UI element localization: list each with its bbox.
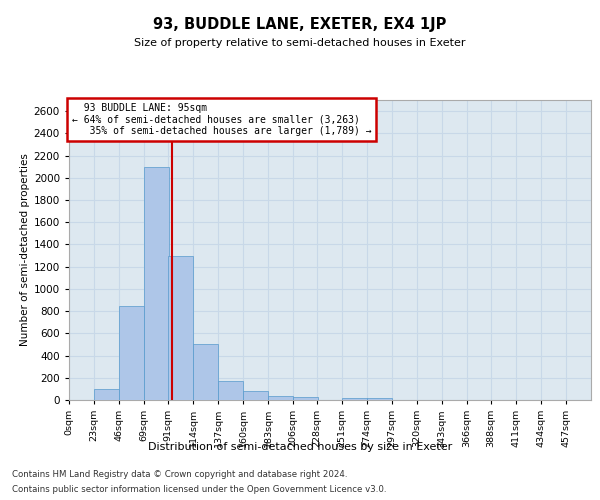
Bar bbox=[342, 398, 367, 400]
Text: 93, BUDDLE LANE, EXETER, EX4 1JP: 93, BUDDLE LANE, EXETER, EX4 1JP bbox=[154, 18, 446, 32]
Text: 93 BUDDLE LANE: 95sqm
← 64% of semi-detached houses are smaller (3,263)
   35% o: 93 BUDDLE LANE: 95sqm ← 64% of semi-deta… bbox=[72, 103, 371, 136]
Bar bbox=[268, 396, 293, 400]
Bar bbox=[243, 391, 268, 400]
Bar bbox=[293, 396, 318, 400]
Bar bbox=[144, 166, 169, 400]
Text: Size of property relative to semi-detached houses in Exeter: Size of property relative to semi-detach… bbox=[134, 38, 466, 48]
Text: Contains HM Land Registry data © Crown copyright and database right 2024.: Contains HM Land Registry data © Crown c… bbox=[12, 470, 347, 479]
Bar bbox=[193, 344, 218, 400]
Bar bbox=[94, 389, 119, 400]
Y-axis label: Number of semi-detached properties: Number of semi-detached properties bbox=[20, 154, 29, 346]
Bar bbox=[119, 306, 144, 400]
Text: Contains public sector information licensed under the Open Government Licence v3: Contains public sector information licen… bbox=[12, 485, 386, 494]
Bar bbox=[367, 398, 392, 400]
Text: Distribution of semi-detached houses by size in Exeter: Distribution of semi-detached houses by … bbox=[148, 442, 452, 452]
Bar bbox=[218, 381, 243, 400]
Bar bbox=[168, 256, 193, 400]
